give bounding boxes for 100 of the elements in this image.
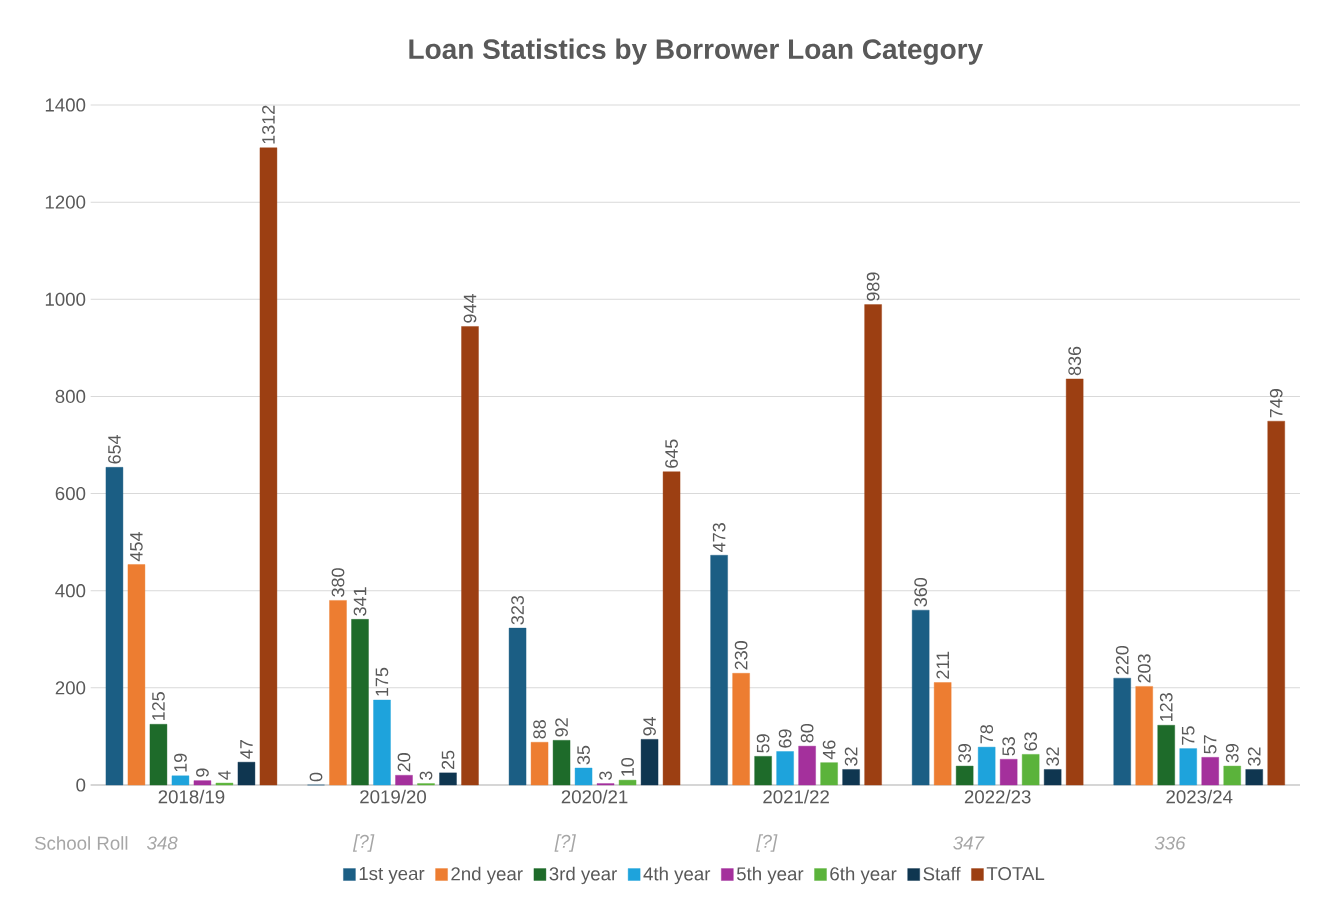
bar (552, 740, 571, 786)
bar (640, 739, 659, 786)
text: School Roll (34, 836, 128, 850)
bar (127, 564, 146, 786)
data-label: 39 (958, 743, 972, 763)
bar (977, 746, 996, 786)
bar (911, 609, 930, 786)
data-label: 59 (756, 734, 770, 753)
legend-label: 5th year (736, 866, 804, 885)
data-label: 57 (1203, 735, 1217, 754)
legend-label: 1st year (359, 867, 425, 884)
bar (1065, 378, 1084, 786)
bar (618, 779, 637, 786)
bar (933, 682, 952, 786)
data-label: 94 (643, 716, 656, 736)
bar (530, 742, 549, 786)
data-label: 125 (152, 692, 165, 720)
data-label: 944 (463, 294, 477, 323)
data-label: 47 (240, 740, 253, 759)
text: [?] (756, 834, 778, 852)
data-label: 1312 (262, 105, 275, 144)
data-label: 46 (822, 740, 836, 760)
bar (1179, 748, 1197, 786)
x-tick-label: 2022/23 (964, 789, 1031, 804)
y-tick-label: 800 (55, 389, 86, 404)
data-label: 80 (800, 723, 814, 743)
data-label: 360 (914, 577, 928, 607)
data-label: 10 (621, 757, 634, 776)
y-tick-label: 400 (55, 584, 86, 598)
data-label: 39 (1225, 743, 1239, 763)
data-label: 3 (419, 771, 433, 780)
data-label: 69 (778, 729, 792, 748)
bar (1021, 754, 1040, 786)
bar (955, 765, 974, 786)
bar (373, 699, 391, 786)
data-label: 78 (980, 724, 994, 744)
data-label: 175 (375, 667, 389, 696)
data-label: 836 (1068, 346, 1082, 376)
data-label: 25 (441, 750, 455, 770)
data-label: 63 (1024, 732, 1038, 751)
bar (193, 780, 212, 786)
data-label: 341 (353, 587, 367, 616)
legend-label: 3rd year (549, 866, 617, 885)
bar (395, 775, 413, 786)
text: 348 (146, 836, 178, 850)
data-label: 454 (130, 532, 143, 562)
bar (864, 304, 882, 786)
y-tick-label: 0 (76, 778, 86, 792)
y-tick-label: 600 (55, 486, 86, 501)
y-tick-label: 1400 (45, 98, 86, 112)
bar (798, 745, 816, 786)
bar (259, 147, 278, 786)
data-label: 9 (196, 768, 209, 777)
bar (1043, 769, 1062, 786)
data-label: 32 (1046, 747, 1060, 766)
data-label: 203 (1137, 654, 1151, 683)
bar (574, 767, 593, 786)
data-label: 989 (866, 272, 880, 301)
legend-label: 4th year (643, 866, 711, 885)
data-label: 211 (936, 651, 949, 679)
data-label: 380 (331, 568, 345, 597)
bar (820, 762, 838, 786)
x-tick-label: 2023/24 (1166, 789, 1233, 804)
chart-title: Loan Statistics by Borrower Loan Category (409, 38, 983, 65)
bar (351, 619, 369, 786)
bar (237, 761, 256, 786)
data-label: 88 (533, 720, 546, 739)
bar (105, 467, 124, 786)
text: [?] (352, 834, 375, 852)
bar (1113, 677, 1131, 786)
bar (171, 775, 190, 786)
y-tick-label: 200 (55, 681, 86, 695)
data-label: 75 (1181, 726, 1195, 745)
bar (999, 759, 1018, 786)
bar (662, 471, 681, 786)
legend-label: 2nd year (451, 866, 523, 885)
y-tick-label: 1200 (45, 195, 86, 209)
data-label: 645 (665, 439, 678, 468)
bar (1267, 421, 1285, 786)
data-label: 3 (599, 771, 612, 780)
data-label: 19 (174, 753, 187, 772)
bar (461, 326, 479, 786)
data-label: 4 (218, 770, 231, 780)
data-label: 0 (309, 772, 323, 782)
data-label: 35 (577, 745, 590, 765)
x-tick-label: 2019/20 (360, 789, 427, 804)
bar (508, 627, 527, 786)
bar (1223, 765, 1241, 786)
legend-label: 6th year (830, 866, 897, 885)
text: 336 (1154, 836, 1186, 850)
data-label: 654 (108, 434, 121, 464)
data-label: 92 (555, 718, 568, 737)
bar (1201, 757, 1219, 786)
data-label: 32 (1247, 747, 1261, 766)
data-label: 473 (712, 523, 726, 552)
data-label: 123 (1159, 693, 1173, 721)
bar (1135, 686, 1153, 786)
bar (329, 600, 347, 786)
y-tick-label: 1000 (45, 292, 86, 306)
x-tick-label: 2020/21 (561, 789, 628, 804)
